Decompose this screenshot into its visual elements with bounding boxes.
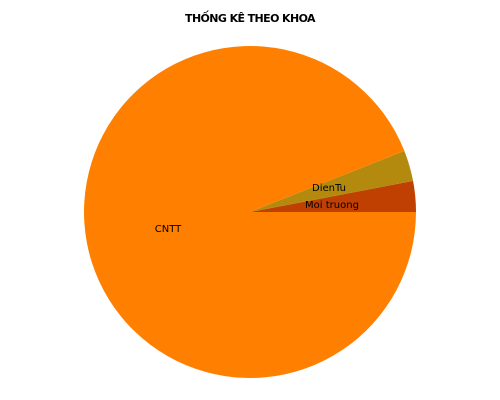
pie-label-dientu: DienTu [312, 183, 346, 194]
pie-slice-cntt [83, 46, 417, 379]
pie-label-moi-truong: Moi truong [305, 200, 359, 211]
pie-slice-moi-truong [250, 180, 416, 212]
pie-slice-dientu [250, 150, 414, 212]
pie-labels: Moi truong DienTu CNTT [155, 183, 359, 235]
pie-slices [83, 46, 417, 379]
chart-title: THỐNG KÊ THEO KHOA [185, 10, 316, 25]
pie-label-cntt: CNTT [155, 224, 182, 235]
